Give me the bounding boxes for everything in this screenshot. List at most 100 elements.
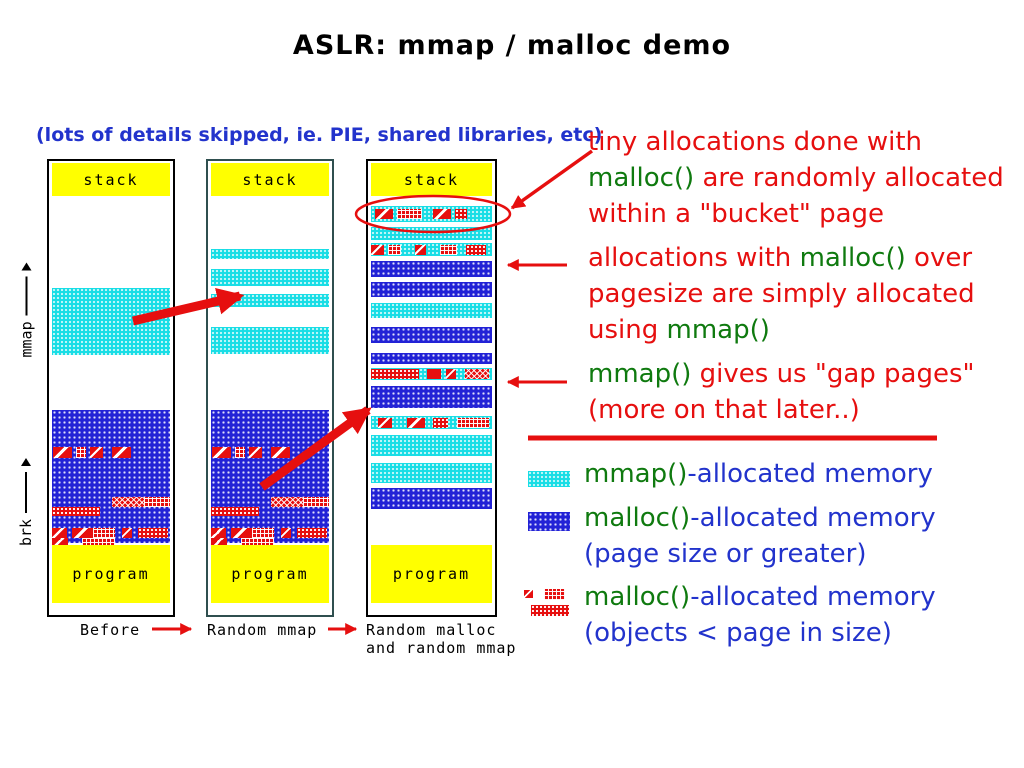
malloc-object-chip: [211, 528, 226, 538]
malloc-object-chip: [76, 447, 86, 458]
malloc-region: [211, 410, 329, 543]
mmap-region: [371, 227, 492, 240]
memory-column-random-mmap: stack progr: [206, 159, 334, 617]
malloc-object-chip: [52, 538, 68, 547]
brk-axis-line: [25, 472, 27, 513]
malloc-object-row: [211, 528, 329, 538]
stack-region: stack: [211, 163, 329, 196]
malloc-object-chip: [433, 418, 448, 428]
malloc-object-chip: [72, 528, 93, 538]
arrow-to-bucket-page: [510, 149, 594, 210]
annotation-line: (more on that later..): [588, 395, 860, 425]
program-label: program: [392, 565, 471, 583]
malloc-object-chip: [249, 447, 262, 458]
malloc-object-chip: [371, 245, 384, 255]
legend-swatch-malloc-large: [528, 512, 570, 531]
subtitle-note: (lots of details skipped, ie. PIE, share…: [36, 124, 603, 146]
legend-line: malloc()-allocated memory: [584, 582, 936, 612]
malloc-object-chip: [53, 447, 72, 458]
malloc-object-row: [211, 447, 329, 458]
program-label: program: [231, 565, 309, 583]
malloc-object-chip: [281, 528, 291, 538]
legend-line: (objects < page in size): [584, 618, 892, 648]
malloc-object-chip: [457, 418, 489, 428]
malloc-object-chip: [211, 507, 259, 516]
mmap-region: [211, 294, 329, 307]
stack-region: stack: [52, 163, 170, 196]
malloc-object-chip: [375, 209, 393, 219]
malloc-object-chip: [378, 418, 392, 428]
bucket-page-region: [371, 368, 492, 380]
caption-random-mmap: Random mmap: [207, 621, 317, 639]
malloc-object-row: [211, 507, 329, 516]
malloc-object-chip: [297, 528, 327, 538]
malloc-region: [52, 410, 170, 543]
caption-before: Before: [80, 621, 140, 639]
annotation-mmap-over-pagesize: allocations with malloc() over pagesize …: [588, 240, 975, 348]
legend-line: (page size or greater): [584, 539, 867, 569]
memory-column-random-malloc-mmap: stack: [366, 159, 497, 617]
legend-swatch-malloc-small: [544, 589, 565, 600]
stack-label: stack: [403, 170, 460, 189]
program-label: program: [72, 565, 150, 583]
malloc-object-chip: [415, 245, 426, 255]
program-region: program: [52, 545, 170, 603]
malloc-object-chip: [433, 209, 451, 219]
malloc-region: [371, 488, 492, 509]
stack-label: stack: [242, 170, 298, 189]
malloc-region: [371, 261, 492, 277]
malloc-object-row: [52, 528, 170, 538]
annotation-gap-pages: mmap() gives us "gap pages" (more on tha…: [588, 356, 974, 428]
malloc-object-chip: [271, 497, 303, 507]
annotation-line: allocations with malloc() over: [588, 243, 973, 273]
mmap-region: [371, 435, 492, 456]
page-title: ASLR: mmap / malloc demo: [292, 30, 732, 61]
malloc-object-row: [52, 538, 170, 547]
stack-region: stack: [371, 163, 492, 196]
brk-axis-label: brk: [17, 458, 35, 546]
malloc-object-row: [211, 497, 329, 507]
mmap-axis-text: mmap: [17, 321, 36, 358]
program-region: program: [371, 545, 492, 603]
malloc-object-chip: [466, 245, 486, 255]
malloc-object-chip: [397, 209, 422, 219]
bucket-page-region: [371, 243, 492, 256]
malloc-object-chip: [252, 528, 274, 538]
caption-text: Before: [80, 621, 141, 639]
legend-swatch-malloc-small: [531, 605, 569, 616]
legend-item-mmap: mmap()-allocated memory: [584, 456, 933, 492]
malloc-object-chip: [93, 528, 115, 538]
annotation-line: pagesize are simply allocated: [588, 279, 975, 309]
malloc-object-chip: [212, 447, 231, 458]
malloc-object-row: [52, 497, 170, 507]
malloc-object-chip: [407, 418, 425, 428]
malloc-object-chip: [138, 528, 168, 538]
caption-text: Random malloc: [366, 621, 497, 639]
annotation-line: mmap() gives us "gap pages": [588, 359, 975, 389]
malloc-object-chip: [371, 369, 419, 379]
malloc-object-chip: [446, 369, 456, 379]
malloc-object-chip: [455, 209, 467, 219]
caption-text: and random mmap: [366, 639, 517, 657]
mmap-axis-label: mmap: [17, 262, 36, 358]
malloc-object-chip: [211, 538, 227, 547]
mmap-region: [52, 288, 170, 355]
malloc-object-chip: [271, 447, 290, 458]
mmap-region: [371, 463, 492, 483]
legend-line: malloc()-allocated memory: [584, 503, 936, 533]
malloc-object-row: [211, 538, 329, 547]
malloc-region: [371, 282, 492, 297]
malloc-object-chip: [90, 447, 103, 458]
annotation-line: using mmap(): [588, 315, 770, 345]
malloc-object-row: [52, 447, 170, 458]
malloc-object-chip: [303, 497, 329, 507]
malloc-object-chip: [231, 528, 252, 538]
malloc-object-chip: [235, 447, 245, 458]
malloc-object-chip: [144, 497, 170, 507]
malloc-region: [371, 353, 492, 364]
mmap-axis-line: [25, 276, 28, 316]
mmap-region: [211, 249, 329, 259]
caption-text: Random mmap: [207, 621, 318, 639]
malloc-object-chip: [241, 538, 274, 547]
